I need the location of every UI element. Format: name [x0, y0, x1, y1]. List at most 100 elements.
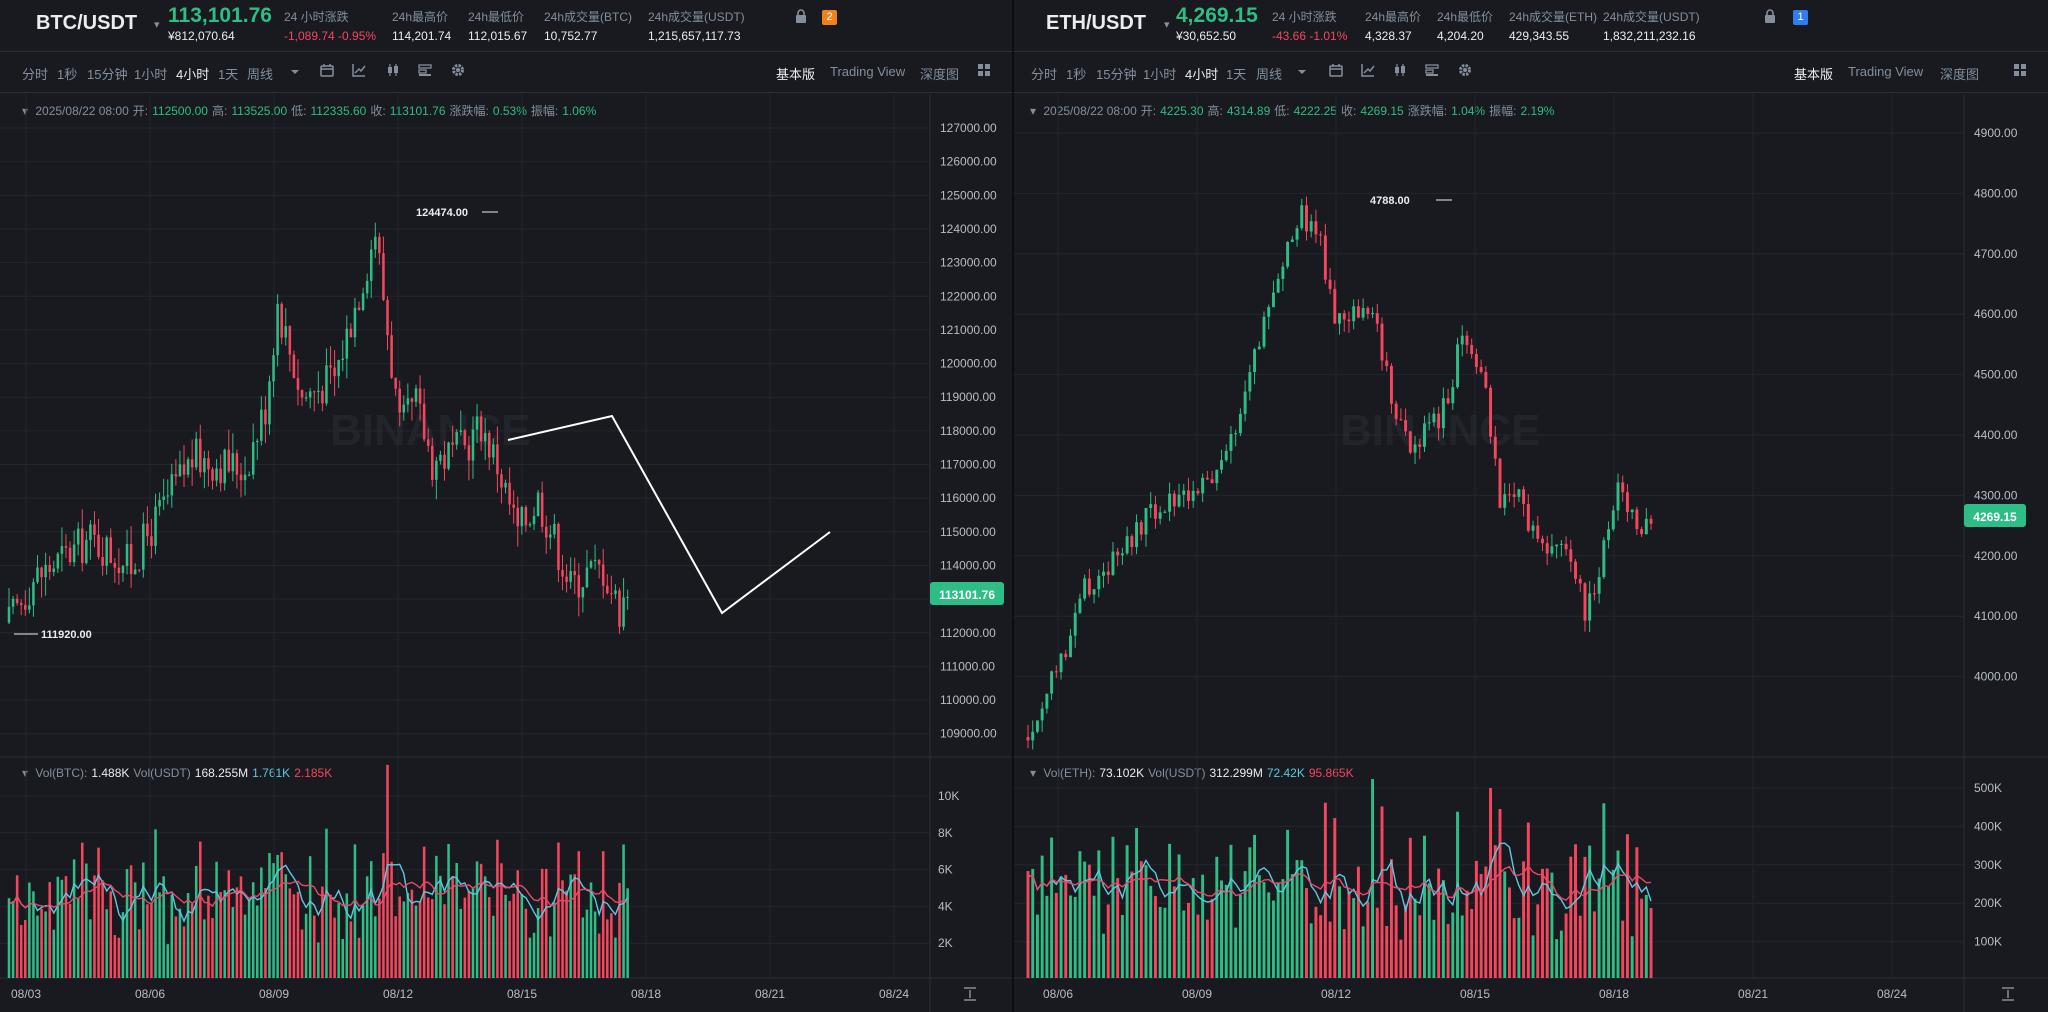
view-tab[interactable]: 基本版	[776, 67, 816, 82]
interval-tab[interactable]: 1小时	[134, 67, 168, 82]
ohlc-date: 2025/08/22 08:00	[1043, 104, 1137, 118]
volume-bar	[1404, 904, 1408, 978]
price-tick-label: 4200.00	[1974, 549, 2018, 563]
candle-body	[1210, 479, 1214, 484]
view-tab[interactable]: Trading View	[1848, 64, 1924, 79]
notification-badge[interactable]: 1	[1793, 10, 1808, 25]
candle-body	[117, 567, 121, 574]
volume-bar	[1234, 927, 1238, 978]
axis-settings-icon[interactable]	[2002, 987, 2014, 1001]
layout-settings-icon[interactable]	[1425, 63, 1439, 77]
indicator-icon[interactable]	[1361, 63, 1375, 77]
volume-bar	[28, 882, 31, 978]
candle-body	[471, 429, 475, 461]
interval-tab[interactable]: 分时	[1031, 67, 1058, 82]
ohlc-close: 4269.15	[1360, 104, 1404, 118]
volume-bar	[231, 907, 235, 978]
interval-tab[interactable]: 1秒	[57, 67, 78, 82]
candle-body	[1059, 653, 1063, 673]
symbol-title[interactable]: BTC/USDT	[36, 12, 138, 34]
grid-layout-icon[interactable]	[2013, 63, 2027, 77]
candle-body	[369, 249, 373, 281]
candle-type-icon[interactable]	[1393, 63, 1407, 77]
interval-tab[interactable]: 4小时	[1185, 67, 1219, 82]
candle-body	[1040, 708, 1044, 721]
candle-body	[121, 566, 125, 574]
volume-bar	[353, 844, 357, 978]
collapse-caret-icon[interactable]: ▾	[22, 766, 32, 780]
volume-bar	[97, 847, 100, 978]
volume-bar	[1267, 892, 1271, 978]
volume-bar	[325, 828, 328, 978]
notification-badge[interactable]: 2	[822, 10, 837, 25]
collapse-caret-icon[interactable]: ▾	[22, 104, 32, 118]
candle-body	[353, 307, 357, 338]
gear-icon[interactable]	[1458, 63, 1472, 77]
view-tab[interactable]: 深度图	[1940, 67, 1980, 82]
interval-tab[interactable]: 1天	[218, 67, 239, 82]
lock-icon[interactable]	[1764, 9, 1776, 26]
interval-tab[interactable]: 15分钟	[87, 67, 128, 82]
lock-icon[interactable]	[795, 9, 807, 26]
symbol-title[interactable]: ETH/USDT	[1046, 12, 1146, 34]
interval-tab[interactable]: 1秒	[1066, 67, 1087, 82]
volume-bar	[1470, 908, 1474, 978]
dropdown-caret-icon[interactable]	[290, 67, 300, 77]
candle-body	[1550, 546, 1554, 554]
candle-body	[1078, 598, 1082, 613]
candle-body	[170, 474, 174, 496]
indicator-icon[interactable]	[352, 63, 366, 77]
volume-bar	[11, 901, 15, 978]
candle-body	[264, 409, 267, 425]
volume-bar	[1248, 847, 1252, 978]
candle-body	[1309, 221, 1313, 232]
candlestick-chart[interactable]: 127000.00 126000.00 125000.00 124000.00 1230…	[0, 0, 1012, 1012]
interval-tab[interactable]: 1小时	[1143, 67, 1177, 82]
collapse-caret-icon[interactable]: ▾	[1030, 766, 1040, 780]
volume-bar	[194, 865, 198, 978]
view-tab[interactable]: 基本版	[1794, 67, 1834, 82]
candle-body	[154, 506, 157, 546]
candle-type-icon[interactable]	[386, 63, 400, 77]
interval-tab[interactable]: 周线	[1256, 67, 1283, 82]
interval-tab[interactable]: 周线	[247, 67, 274, 82]
view-tab[interactable]: 深度图	[920, 67, 960, 82]
volume-bar	[1484, 866, 1488, 978]
calendar-icon[interactable]	[1329, 63, 1343, 77]
volume-bar	[32, 891, 35, 978]
interval-tab[interactable]: 4小时	[176, 67, 210, 82]
candle-body	[1064, 653, 1068, 658]
candle-body	[1404, 420, 1408, 432]
volume-bar	[296, 891, 300, 978]
gear-icon[interactable]	[451, 63, 465, 77]
volume-bar	[483, 876, 487, 978]
view-tab[interactable]: Trading View	[830, 64, 906, 79]
watermark-text: BINANCE	[1340, 406, 1540, 455]
candle-body	[1640, 529, 1644, 535]
volume-bar	[1135, 828, 1139, 978]
volume-bar	[341, 939, 345, 978]
symbol-dropdown-icon[interactable]: ▾	[1164, 19, 1170, 31]
date-tick-label: 08/18	[631, 987, 661, 1001]
interval-tab[interactable]: 1天	[1226, 67, 1247, 82]
price-tick-label: 115000.00	[940, 525, 996, 539]
ohlc-open: 4225.30	[1160, 104, 1204, 118]
candlestick-chart[interactable]: 4900.00 4800.00 4700.00 4600.00 4500.00 4400.…	[1014, 0, 2048, 1012]
symbol-dropdown-icon[interactable]: ▾	[154, 19, 160, 31]
volume-bar	[1196, 914, 1200, 978]
interval-tab[interactable]: 15分钟	[1096, 67, 1137, 82]
calendar-icon[interactable]	[320, 63, 334, 77]
layout-settings-icon[interactable]	[418, 63, 432, 77]
volume-bar	[1522, 861, 1526, 978]
panel-divider[interactable]	[1012, 0, 1014, 1012]
collapse-caret-icon[interactable]: ▾	[1030, 104, 1040, 118]
dropdown-caret-icon[interactable]	[1297, 67, 1307, 77]
candle-body	[1541, 538, 1544, 544]
candle-body	[1630, 509, 1634, 513]
grid-layout-icon[interactable]	[977, 63, 991, 77]
interval-tab[interactable]: 分时	[22, 67, 49, 82]
volume-bar	[1347, 891, 1351, 978]
candle-body	[1437, 413, 1441, 429]
date-tick-label: 08/21	[755, 987, 785, 1001]
axis-settings-icon[interactable]	[964, 987, 976, 1001]
